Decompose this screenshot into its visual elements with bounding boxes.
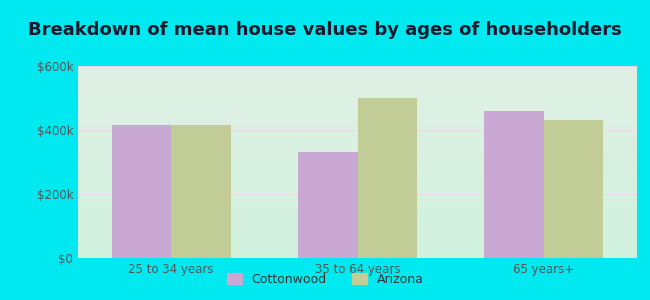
Bar bbox=[484, 111, 544, 258]
Bar bbox=[112, 125, 171, 258]
Text: Breakdown of mean house values by ages of householders: Breakdown of mean house values by ages o… bbox=[28, 21, 622, 39]
Bar bbox=[358, 98, 417, 258]
Bar bbox=[298, 152, 358, 258]
Legend: Cottonwood, Arizona: Cottonwood, Arizona bbox=[222, 268, 428, 291]
Bar bbox=[544, 120, 603, 258]
Bar bbox=[171, 125, 231, 258]
